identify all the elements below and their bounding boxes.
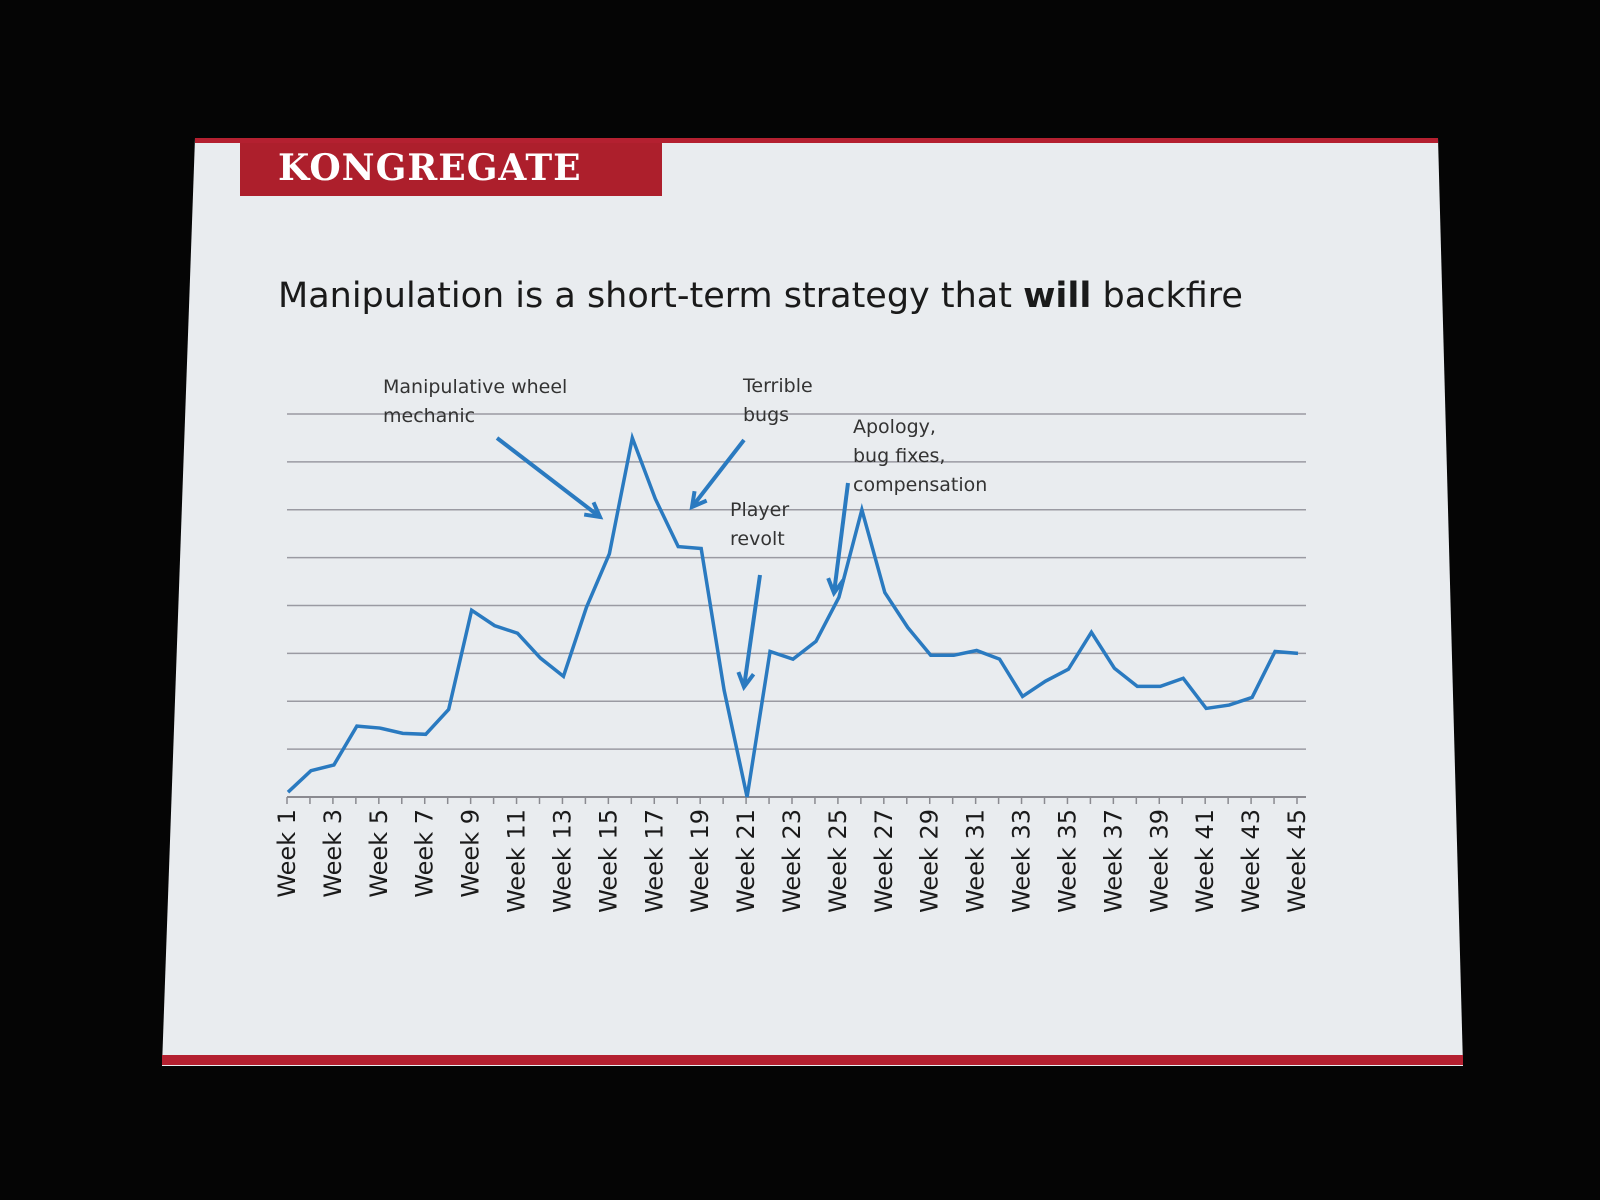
x-tick-label: Week 45 — [1283, 809, 1311, 913]
x-tick-label: Week 11 — [503, 809, 531, 913]
x-tick-label: Week 1 — [273, 809, 301, 898]
annotation-manipulative-wheel: Manipulative wheel mechanic — [383, 376, 568, 427]
annotation-apology: Apology, bug fixes, compensation — [853, 416, 988, 496]
series-line — [286, 431, 1299, 798]
title-part-1: Manipulation is a short-term strategy th… — [278, 276, 1024, 316]
x-tick-label: Week 9 — [457, 809, 485, 898]
title-bold-word: will — [1023, 276, 1092, 316]
x-tick-label: Week 3 — [319, 809, 347, 898]
arrowhead-icon — [689, 490, 708, 511]
x-tick-label: Week 31 — [962, 809, 990, 913]
x-tick-label: Week 27 — [870, 809, 898, 913]
x-tick-label: Week 29 — [916, 809, 944, 913]
annotation-arrow — [742, 574, 762, 688]
annotation-arrow — [832, 482, 850, 594]
x-tick-label: Week 13 — [548, 809, 576, 913]
x-tick-label: Week 39 — [1145, 809, 1173, 913]
annotation-arrow — [495, 436, 602, 519]
title-part-2: backfire — [1091, 276, 1243, 316]
arrowhead-icon — [826, 577, 846, 598]
x-tick-label: Week 37 — [1099, 809, 1127, 913]
x-tick-label: Week 19 — [686, 809, 714, 913]
x-tick-label: Week 21 — [732, 809, 760, 913]
brand-logo-text: KONGREGATE — [278, 147, 582, 189]
slide-bottom-bar — [162, 1055, 1463, 1065]
x-tick-label: Week 41 — [1191, 809, 1219, 913]
x-tick-label: Week 33 — [1008, 809, 1036, 913]
slide-top-bar — [195, 138, 1438, 143]
arrowhead-icon — [583, 501, 604, 520]
arrowhead-icon — [736, 671, 756, 692]
brand-banner: KONGREGATE — [240, 143, 662, 196]
x-tick-label: Week 5 — [365, 809, 393, 898]
x-tick-label: Week 17 — [640, 809, 668, 913]
slide-title: Manipulation is a short-term strategy th… — [278, 276, 1243, 316]
x-tick-label: Week 35 — [1053, 809, 1081, 913]
annotation-terrible-bugs: Terrible bugs — [743, 375, 813, 426]
annotation-arrow — [690, 438, 746, 509]
x-tick-label: Week 25 — [824, 809, 852, 913]
x-tick-label: Week 43 — [1237, 809, 1265, 913]
x-tick-label: Week 15 — [594, 809, 622, 913]
x-tick-label: Week 23 — [778, 809, 806, 913]
x-tick-label: Week 7 — [411, 809, 439, 898]
annotation-player-revolt: Player revolt — [730, 499, 790, 550]
